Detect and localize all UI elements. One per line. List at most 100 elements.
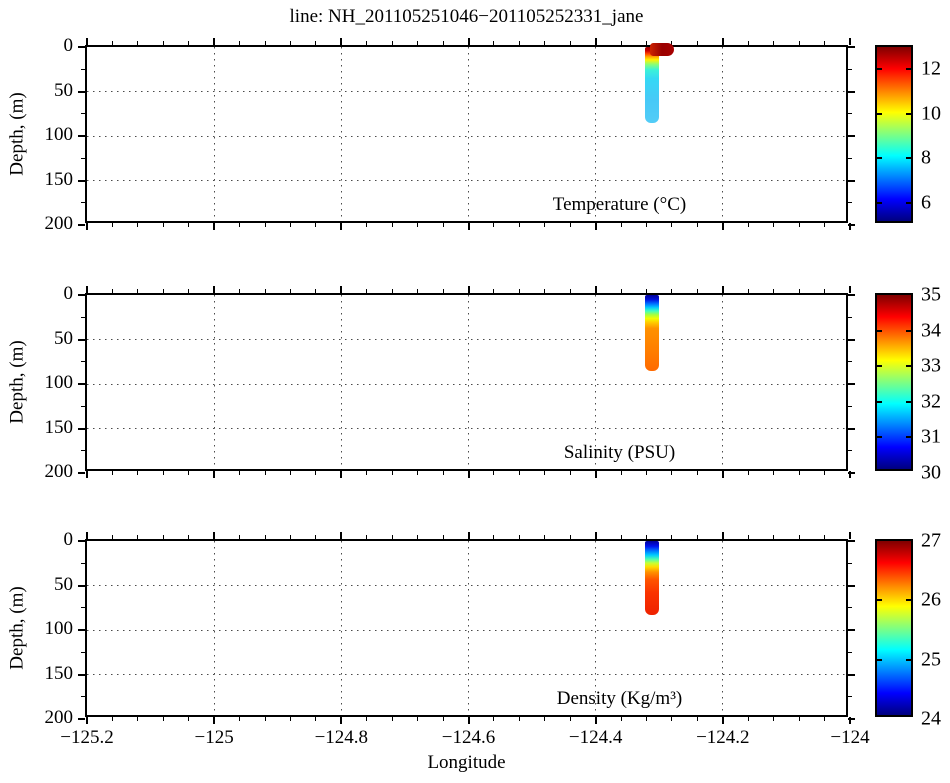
y-tick-label: 50	[54, 79, 73, 101]
y-major-tick	[78, 338, 85, 341]
surface-data-blob	[650, 43, 674, 56]
x-minor-tick	[620, 471, 622, 475]
x-minor-tick	[544, 535, 546, 539]
x-minor-tick	[773, 717, 775, 721]
vertical-gridline	[213, 541, 215, 715]
x-minor-tick	[493, 535, 495, 539]
x-major-tick	[340, 717, 343, 724]
vertical-gridline	[213, 295, 215, 469]
colorbar-tick	[906, 658, 911, 661]
x-tick-label: −124	[830, 727, 870, 748]
x-minor-tick	[569, 471, 571, 475]
y-tick-label: 100	[44, 123, 74, 145]
x-tick-label: −125.2	[60, 727, 114, 748]
vertical-gridline	[340, 541, 342, 715]
colorbar-tick	[877, 329, 882, 332]
x-minor-tick	[188, 471, 190, 475]
y-major-tick	[848, 179, 855, 182]
x-minor-tick	[798, 41, 800, 45]
y-major-tick	[78, 135, 85, 137]
y-major-tick	[848, 718, 855, 720]
temperature-panel-label: Temperature (°C)	[552, 194, 687, 215]
colorbar-tick	[877, 436, 882, 439]
x-major-tick	[721, 532, 724, 539]
vertical-gridline	[468, 47, 469, 221]
y-major-tick	[78, 540, 85, 542]
x-minor-tick	[798, 535, 800, 539]
x-minor-tick	[264, 471, 266, 475]
y-minor-tick	[848, 202, 852, 204]
x-minor-tick	[493, 471, 495, 475]
horizontal-gridline	[87, 428, 846, 429]
vertical-gridline	[595, 541, 597, 715]
x-minor-tick	[417, 289, 419, 293]
y-major-tick	[78, 179, 85, 182]
x-tick-label: −124.4	[568, 727, 623, 748]
x-tick-label: −124.2	[696, 727, 750, 748]
x-major-tick	[86, 223, 88, 230]
x-major-tick	[594, 38, 597, 45]
x-minor-tick	[824, 289, 826, 293]
x-minor-tick	[798, 717, 800, 721]
y-major-tick	[848, 584, 855, 587]
y-minor-tick	[848, 696, 852, 698]
x-minor-tick	[264, 717, 266, 721]
x-major-tick	[340, 471, 343, 478]
y-axis-title-text: Depth, (m)	[7, 586, 28, 670]
x-minor-tick	[518, 471, 520, 475]
x-major-tick	[849, 471, 851, 478]
x-minor-tick	[137, 223, 139, 227]
x-minor-tick	[798, 289, 800, 293]
x-minor-tick	[569, 41, 571, 45]
x-minor-tick	[391, 223, 393, 227]
x-axis-title: Longitude	[427, 752, 506, 773]
y-tick-label: 50	[54, 573, 73, 595]
colorbar-tick-label: 27	[921, 529, 941, 552]
y-major-tick	[78, 472, 85, 474]
y-major-tick	[78, 46, 85, 48]
x-minor-tick	[137, 535, 139, 539]
colorbar-tick	[906, 68, 911, 71]
vertical-gridline	[468, 541, 469, 715]
y-tick-label: 200	[44, 212, 74, 234]
y-minor-tick	[81, 316, 85, 318]
x-minor-tick	[264, 41, 266, 45]
x-minor-tick	[137, 289, 139, 293]
y-major-tick	[848, 629, 855, 631]
x-minor-tick	[518, 289, 520, 293]
x-minor-tick	[289, 535, 291, 539]
x-minor-tick	[239, 223, 241, 227]
colorbar-tick	[906, 400, 911, 403]
x-minor-tick	[391, 471, 393, 475]
x-minor-tick	[773, 289, 775, 293]
x-minor-tick	[239, 471, 241, 475]
y-minor-tick	[848, 113, 852, 115]
x-major-tick	[467, 286, 470, 293]
vertical-gridline	[722, 541, 724, 715]
y-major-tick	[78, 90, 85, 93]
density-colorbar: 27 26 25 24	[875, 530, 941, 730]
y-minor-tick	[81, 405, 85, 407]
colorbar-tick	[906, 201, 911, 204]
temperature-colorbar: 12 10 8 6	[875, 45, 941, 223]
y-tick-label: 0	[63, 528, 74, 550]
x-major-tick	[340, 223, 343, 230]
y-tick-label: 150	[44, 168, 74, 190]
y-major-tick	[78, 224, 85, 226]
x-major-tick	[467, 38, 470, 45]
y-minor-tick	[81, 68, 85, 70]
y-tick-label: 200	[44, 460, 74, 482]
x-minor-tick	[518, 41, 520, 45]
x-minor-tick	[111, 535, 113, 539]
x-minor-tick	[544, 471, 546, 475]
x-minor-tick	[646, 535, 648, 539]
x-minor-tick	[671, 717, 673, 721]
vertical-gridline	[722, 295, 724, 469]
x-minor-tick	[391, 535, 393, 539]
x-minor-tick	[315, 717, 317, 721]
horizontal-gridline	[87, 585, 846, 586]
y-major-tick	[78, 629, 85, 631]
y-minor-tick	[848, 562, 852, 564]
x-minor-tick	[289, 41, 291, 45]
x-major-tick	[86, 532, 88, 539]
